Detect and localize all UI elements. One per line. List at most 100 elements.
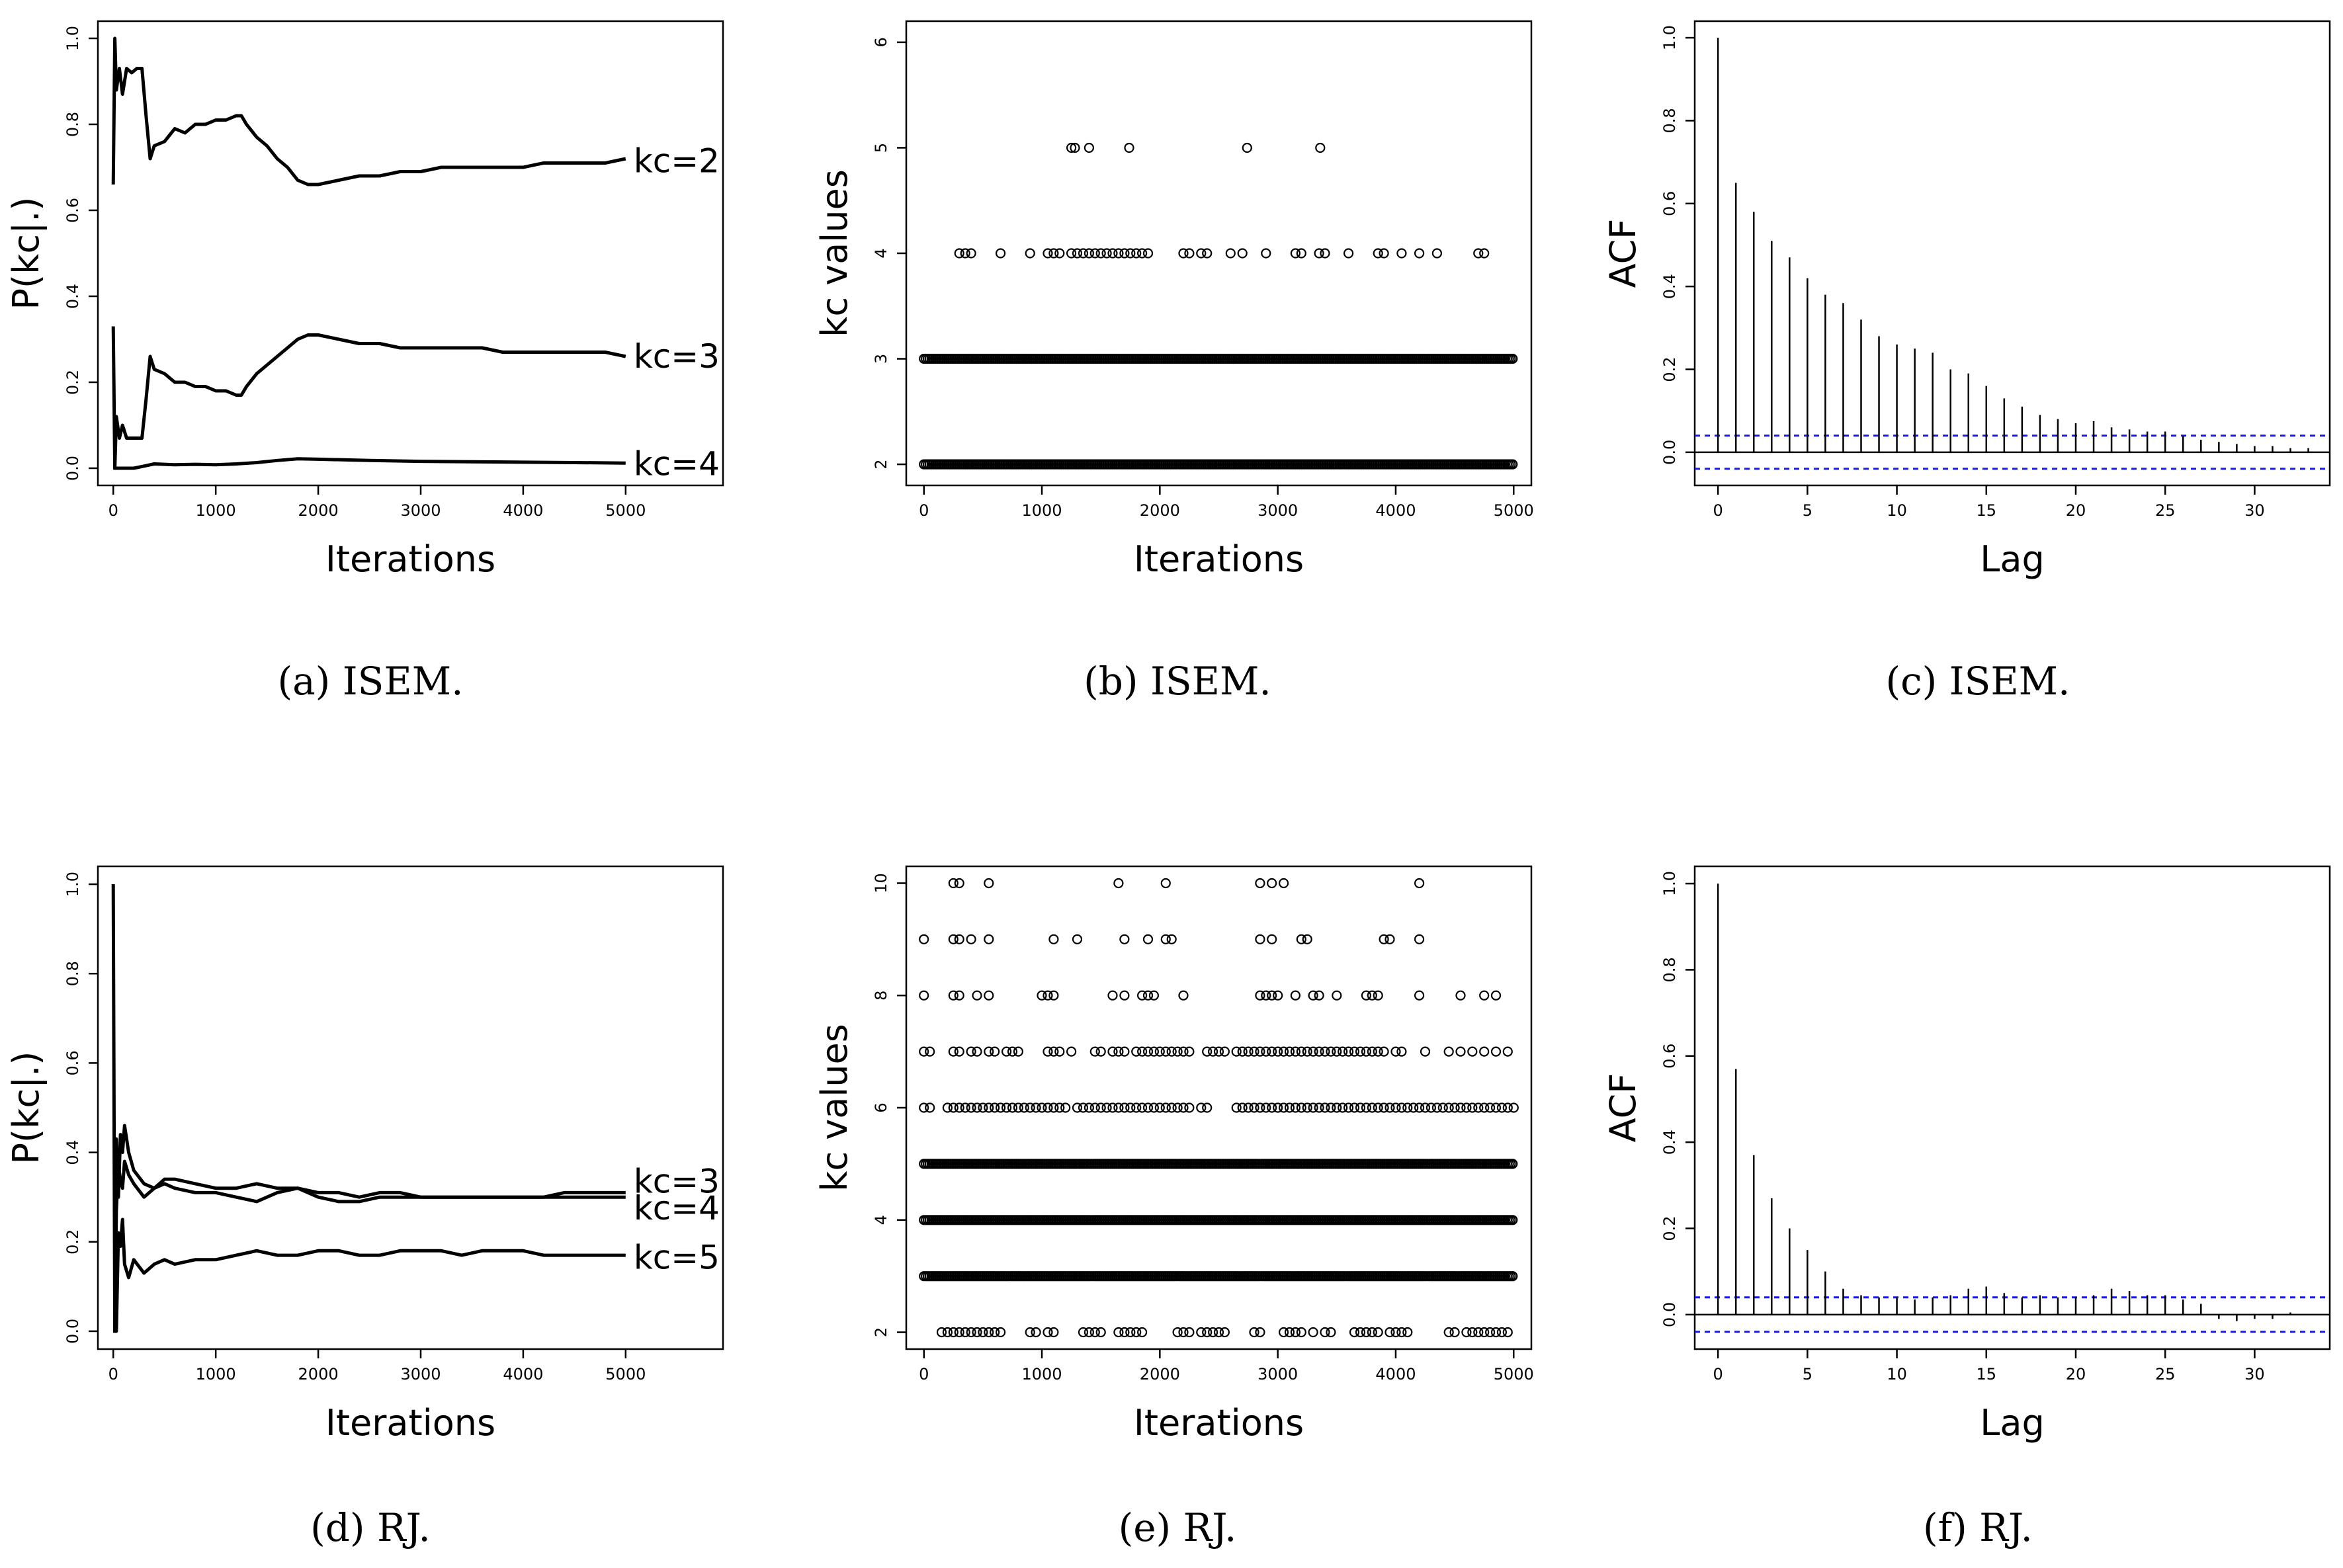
x-tick-label: 5000 <box>1494 1365 1534 1383</box>
x-tick-label: 30 <box>2244 501 2265 520</box>
data-point <box>1119 990 1130 1001</box>
data-point <box>1485 1102 1496 1113</box>
data-point <box>966 1327 976 1338</box>
data-point <box>1013 1102 1024 1113</box>
data-point <box>1273 1102 1283 1113</box>
data-point <box>1290 248 1301 259</box>
data-point <box>1349 1102 1360 1113</box>
data-point <box>1261 1102 1271 1113</box>
data-point <box>1136 1327 1148 1338</box>
data-point <box>1095 248 1106 259</box>
data-point <box>1473 1327 1484 1338</box>
data-point <box>1449 1102 1460 1113</box>
data-point <box>1384 934 1395 944</box>
data-point <box>1072 934 1083 944</box>
data-point <box>1101 248 1112 259</box>
data-point <box>1467 1046 1478 1057</box>
data-point <box>1113 1327 1124 1338</box>
data-point <box>1066 1046 1077 1057</box>
data-point <box>1255 1046 1265 1057</box>
x-tick-label: 0 <box>1713 501 1723 520</box>
data-point <box>1131 1046 1142 1057</box>
data-point <box>1355 1327 1366 1338</box>
data-point <box>1125 248 1136 259</box>
x-tick-label: 5000 <box>605 501 646 520</box>
data-point <box>1043 1102 1053 1113</box>
data-point <box>1373 990 1383 1001</box>
y-tick-label: 0.6 <box>1660 191 1679 216</box>
data-point <box>1249 1327 1259 1338</box>
data-point <box>1332 1102 1342 1113</box>
data-point <box>1019 1102 1029 1113</box>
y-axis-title: ACF <box>1602 1073 1644 1143</box>
data-point <box>1154 1102 1165 1113</box>
y-tick-label: 0.0 <box>1660 440 1679 465</box>
x-tick-label: 1000 <box>1022 1365 1062 1383</box>
data-point <box>1084 1102 1095 1113</box>
data-point <box>1007 1102 1018 1113</box>
y-tick-label: 10 <box>872 873 890 893</box>
y-tick-label: 0.8 <box>64 961 82 986</box>
data-point <box>1296 1102 1306 1113</box>
y-tick-label: 0.2 <box>1660 1216 1679 1241</box>
data-point <box>1349 1327 1360 1338</box>
data-point <box>1160 878 1171 889</box>
data-point <box>1355 1046 1366 1057</box>
data-point <box>1320 1327 1330 1338</box>
data-point <box>1037 1102 1047 1113</box>
x-axis-title: Lag <box>1980 1402 2044 1444</box>
data-point <box>966 934 976 944</box>
data-point <box>919 1046 929 1057</box>
data-point <box>954 990 964 1001</box>
data-point <box>1414 248 1425 259</box>
data-point <box>1290 990 1301 1001</box>
panel-d: 0 1000 2000 3000 4000 5000 0.0 0.2 0.4 0.6 0.8 1.0 I… <box>5 865 724 1550</box>
data-point <box>1390 1046 1401 1057</box>
data-point <box>1296 934 1306 944</box>
data-point <box>960 248 970 259</box>
data-point <box>1178 1327 1189 1338</box>
data-point <box>1089 1102 1100 1113</box>
data-point <box>1349 1046 1360 1057</box>
data-point <box>1373 1046 1383 1057</box>
data-point <box>1479 248 1490 259</box>
x-tick-label: 10 <box>1887 1365 1907 1383</box>
x-tick-label: 3000 <box>400 1365 441 1383</box>
data-point <box>1249 1046 1259 1057</box>
data-point <box>954 1327 964 1338</box>
data-point <box>1095 1102 1106 1113</box>
data-point <box>1490 990 1502 1001</box>
data-point <box>966 1102 976 1113</box>
data-point <box>1414 990 1425 1001</box>
data-point <box>1196 1327 1207 1338</box>
data-point <box>1379 1046 1389 1057</box>
data-point <box>1007 1046 1018 1057</box>
data-point <box>1125 1327 1136 1338</box>
data-point <box>954 878 964 889</box>
y-tick-label: 8 <box>872 991 890 1001</box>
data-point <box>1078 1327 1089 1338</box>
series-line-kc=2 <box>111 36 626 186</box>
data-point <box>1379 248 1389 259</box>
series-line-kc=3 <box>111 884 626 1333</box>
data-point <box>1142 1046 1154 1057</box>
data-point <box>1219 1327 1230 1338</box>
data-point <box>1125 1102 1136 1113</box>
data-point <box>1225 248 1236 259</box>
data-point <box>1031 1102 1041 1113</box>
data-point <box>966 248 976 259</box>
y-tick-label: 0.2 <box>1660 356 1679 382</box>
y-tick-label: 0.4 <box>1660 1130 1679 1155</box>
data-point <box>1290 1102 1301 1113</box>
data-point <box>1043 1046 1053 1057</box>
data-point <box>1219 1046 1230 1057</box>
y-tick-label: 1.0 <box>64 872 82 897</box>
x-tick-label: 3000 <box>1257 501 1298 520</box>
series-line-kc=4 <box>113 1159 626 1333</box>
data-point <box>984 878 994 889</box>
data-point <box>1508 459 1518 470</box>
data-point <box>1284 1102 1295 1113</box>
data-point <box>1131 248 1142 259</box>
data-point <box>1490 1046 1502 1057</box>
